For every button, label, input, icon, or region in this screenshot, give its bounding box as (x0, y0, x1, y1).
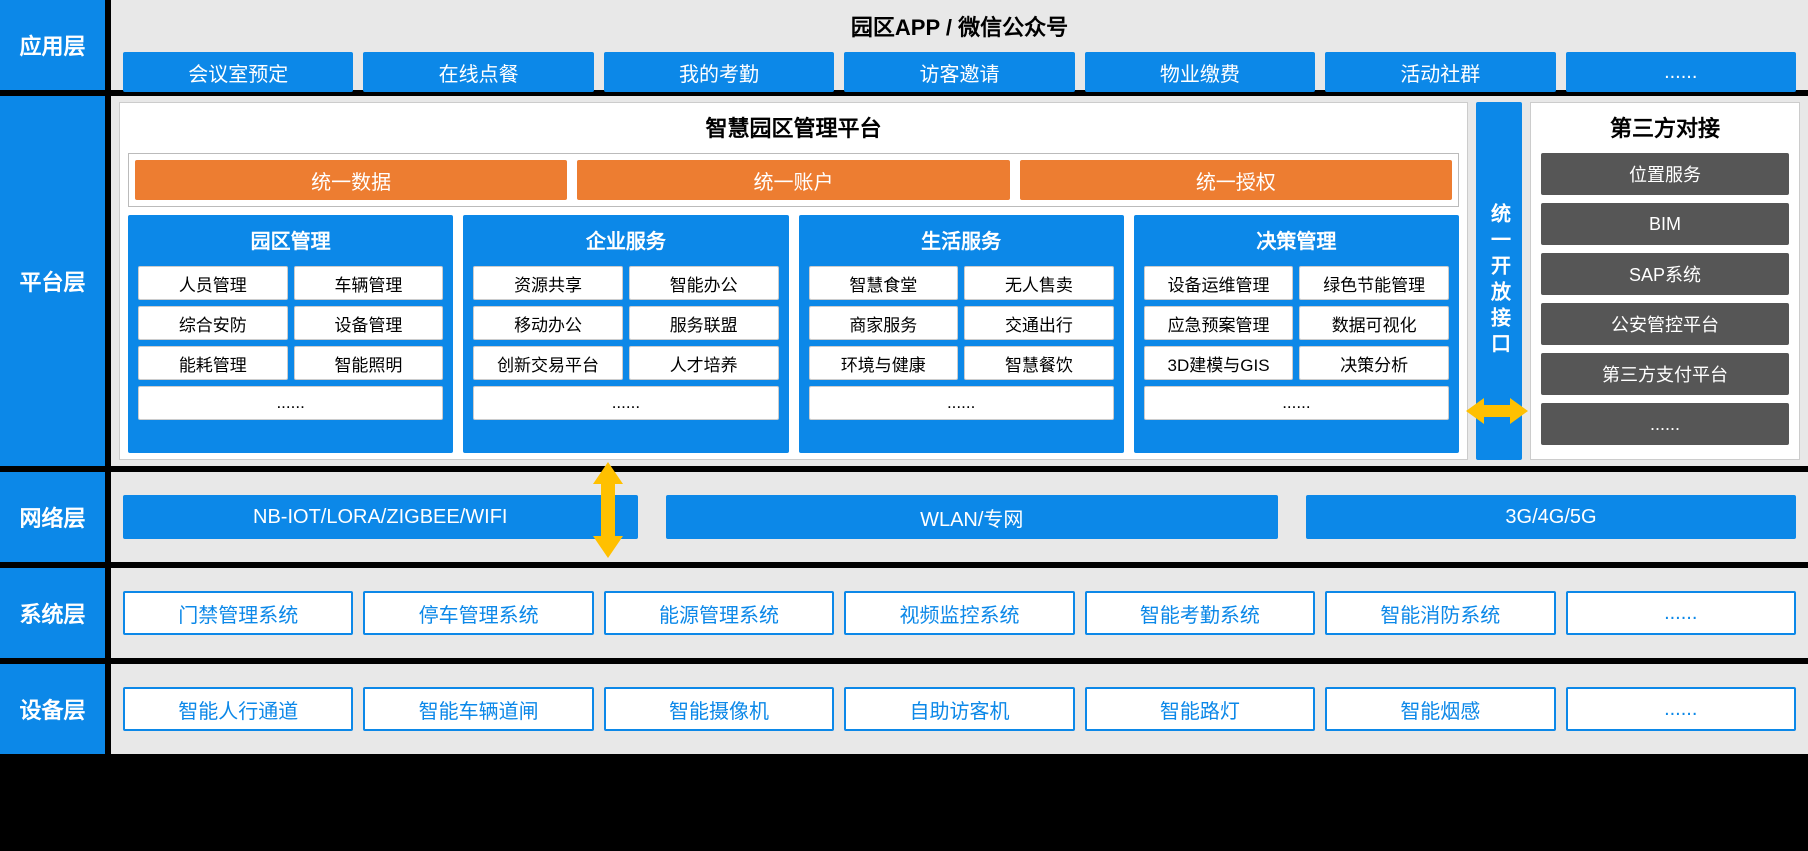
unified-row: 统一数据 统一账户 统一授权 (128, 153, 1459, 207)
module-title: 生活服务 (809, 221, 1114, 260)
module-item: 3D建模与GIS (1144, 346, 1294, 380)
module-item: 智慧食堂 (809, 266, 959, 300)
module-item: 智能照明 (294, 346, 444, 380)
thirdparty-panel: 第三方对接 位置服务 BIM SAP系统 公安管控平台 第三方支付平台 ....… (1530, 102, 1800, 460)
layer-label-device: 设备层 (0, 664, 105, 754)
module-item: 数据可视化 (1299, 306, 1449, 340)
network-row: NB-IOT/LORA/ZIGBEE/WIFI WLAN/专网 3G/4G/5G (123, 495, 1796, 539)
device-item-more: ...... (1566, 687, 1796, 731)
thirdparty-item-more: ...... (1541, 403, 1789, 445)
module-item: 设备运维管理 (1144, 266, 1294, 300)
module-item: 绿色节能管理 (1299, 266, 1449, 300)
module-grid: 人员管理车辆管理综合安防设备管理能耗管理智能照明...... (138, 266, 443, 420)
module-item: 交通出行 (964, 306, 1114, 340)
module-box: 决策管理设备运维管理绿色节能管理应急预案管理数据可视化3D建模与GIS决策分析.… (1134, 215, 1459, 453)
module-item-more: ...... (138, 386, 443, 420)
system-row: 门禁管理系统 停车管理系统 能源管理系统 视频监控系统 智能考勤系统 智能消防系… (123, 591, 1796, 635)
module-item-more: ...... (809, 386, 1114, 420)
module-item: 能耗管理 (138, 346, 288, 380)
architecture-diagram: 应用层 园区APP / 微信公众号 会议室预定 在线点餐 我的考勤 访客邀请 物… (0, 0, 1808, 851)
module-item-more: ...... (1144, 386, 1449, 420)
layer-label-system: 系统层 (0, 568, 105, 658)
platform-main: 智慧园区管理平台 统一数据 统一账户 统一授权 园区管理人员管理车辆管理综合安防… (119, 102, 1468, 460)
system-item: 门禁管理系统 (123, 591, 353, 635)
app-layer-header: 园区APP / 微信公众号 (123, 8, 1796, 46)
network-layer-panel: NB-IOT/LORA/ZIGBEE/WIFI WLAN/专网 3G/4G/5G (111, 472, 1808, 562)
device-item: 智能摄像机 (604, 687, 834, 731)
module-item: 资源共享 (473, 266, 623, 300)
module-item: 综合安防 (138, 306, 288, 340)
module-item: 创新交易平台 (473, 346, 623, 380)
module-item: 服务联盟 (629, 306, 779, 340)
module-item: 智能办公 (629, 266, 779, 300)
app-layer-items: 会议室预定 在线点餐 我的考勤 访客邀请 物业缴费 活动社群 ...... (123, 52, 1796, 92)
device-item: 智能车辆道闸 (363, 687, 593, 731)
unified-item: 统一数据 (135, 160, 567, 200)
thirdparty-item: BIM (1541, 203, 1789, 245)
module-box: 园区管理人员管理车辆管理综合安防设备管理能耗管理智能照明...... (128, 215, 453, 453)
app-layer-panel: 园区APP / 微信公众号 会议室预定 在线点餐 我的考勤 访客邀请 物业缴费 … (111, 0, 1808, 90)
system-item: 视频监控系统 (844, 591, 1074, 635)
module-row: 园区管理人员管理车辆管理综合安防设备管理能耗管理智能照明......企业服务资源… (128, 215, 1459, 453)
layer-label-app: 应用层 (0, 0, 105, 90)
module-item: 设备管理 (294, 306, 444, 340)
module-item: 无人售卖 (964, 266, 1114, 300)
app-item: 我的考勤 (604, 52, 834, 92)
thirdparty-item: 位置服务 (1541, 153, 1789, 195)
module-item: 智慧餐饮 (964, 346, 1114, 380)
module-box: 生活服务智慧食堂无人售卖商家服务交通出行环境与健康智慧餐饮...... (799, 215, 1124, 453)
network-item: NB-IOT/LORA/ZIGBEE/WIFI (123, 495, 638, 539)
device-row: 智能人行通道 智能车辆道闸 智能摄像机 自助访客机 智能路灯 智能烟感 ....… (123, 687, 1796, 731)
system-item: 停车管理系统 (363, 591, 593, 635)
thirdparty-title: 第三方对接 (1541, 109, 1789, 145)
module-item: 人才培养 (629, 346, 779, 380)
module-item: 决策分析 (1299, 346, 1449, 380)
layer-label-network: 网络层 (0, 472, 105, 562)
network-item: WLAN/专网 (666, 495, 1279, 539)
open-api-column: 统一开放接口 (1476, 102, 1522, 460)
system-layer-panel: 门禁管理系统 停车管理系统 能源管理系统 视频监控系统 智能考勤系统 智能消防系… (111, 568, 1808, 658)
app-item: 会议室预定 (123, 52, 353, 92)
thirdparty-item: 公安管控平台 (1541, 303, 1789, 345)
unified-item: 统一账户 (577, 160, 1009, 200)
system-item: 智能考勤系统 (1085, 591, 1315, 635)
module-box: 企业服务资源共享智能办公移动办公服务联盟创新交易平台人才培养...... (463, 215, 788, 453)
layer-label-platform: 平台层 (0, 96, 105, 466)
app-item: 在线点餐 (363, 52, 593, 92)
device-layer-panel: 智能人行通道 智能车辆道闸 智能摄像机 自助访客机 智能路灯 智能烟感 ....… (111, 664, 1808, 754)
module-item: 环境与健康 (809, 346, 959, 380)
thirdparty-item: SAP系统 (1541, 253, 1789, 295)
app-item: 访客邀请 (844, 52, 1074, 92)
thirdparty-item: 第三方支付平台 (1541, 353, 1789, 395)
device-item: 自助访客机 (844, 687, 1074, 731)
module-item: 车辆管理 (294, 266, 444, 300)
module-title: 园区管理 (138, 221, 443, 260)
module-grid: 智慧食堂无人售卖商家服务交通出行环境与健康智慧餐饮...... (809, 266, 1114, 420)
module-item: 人员管理 (138, 266, 288, 300)
device-item: 智能烟感 (1325, 687, 1555, 731)
app-item: 活动社群 (1325, 52, 1555, 92)
module-grid: 资源共享智能办公移动办公服务联盟创新交易平台人才培养...... (473, 266, 778, 420)
device-item: 智能人行通道 (123, 687, 353, 731)
platform-layer-panel: 智慧园区管理平台 统一数据 统一账户 统一授权 园区管理人员管理车辆管理综合安防… (111, 96, 1808, 466)
system-item: 智能消防系统 (1325, 591, 1555, 635)
module-title: 企业服务 (473, 221, 778, 260)
network-item: 3G/4G/5G (1306, 495, 1796, 539)
device-item: 智能路灯 (1085, 687, 1315, 731)
app-item-more: ...... (1566, 52, 1796, 92)
system-item: 能源管理系统 (604, 591, 834, 635)
module-grid: 设备运维管理绿色节能管理应急预案管理数据可视化3D建模与GIS决策分析.....… (1144, 266, 1449, 420)
unified-item: 统一授权 (1020, 160, 1452, 200)
platform-main-title: 智慧园区管理平台 (128, 109, 1459, 145)
system-item-more: ...... (1566, 591, 1796, 635)
app-item: 物业缴费 (1085, 52, 1315, 92)
module-item-more: ...... (473, 386, 778, 420)
module-item: 商家服务 (809, 306, 959, 340)
module-item: 移动办公 (473, 306, 623, 340)
module-title: 决策管理 (1144, 221, 1449, 260)
module-item: 应急预案管理 (1144, 306, 1294, 340)
